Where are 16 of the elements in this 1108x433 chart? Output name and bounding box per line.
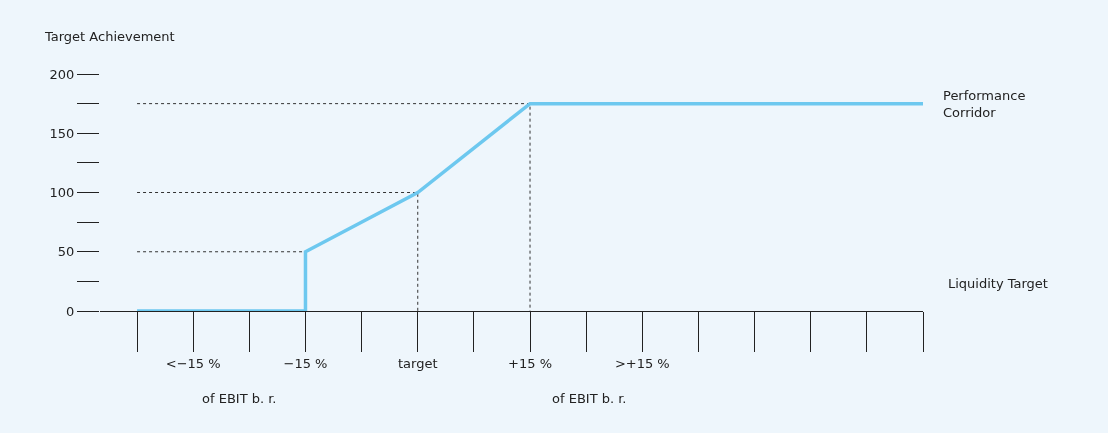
- y-axis-title: Target Achievement: [44, 29, 175, 44]
- y-tick-label: 0: [66, 303, 75, 319]
- annotation: Performance Corridor: [943, 88, 1026, 120]
- y-tick-label: 200: [49, 66, 75, 82]
- x-tick-label: −15 %: [283, 355, 328, 371]
- text: of EBIT b. r.: [202, 391, 277, 406]
- y-tick-label: 50: [57, 244, 75, 260]
- line-series: [135, 101, 923, 311]
- x-tick-label: <−15 %: [165, 355, 221, 371]
- y-tick-label: 150: [49, 125, 75, 141]
- x-tick-label: +15 %: [508, 355, 552, 371]
- x-tick-label: >+15 %: [614, 355, 670, 371]
- x-tick-label: target: [397, 355, 438, 371]
- y-tick-label: 100: [49, 185, 75, 201]
- text: Liquidity Target: [948, 276, 1048, 291]
- text: of EBIT b. r.: [552, 391, 627, 406]
